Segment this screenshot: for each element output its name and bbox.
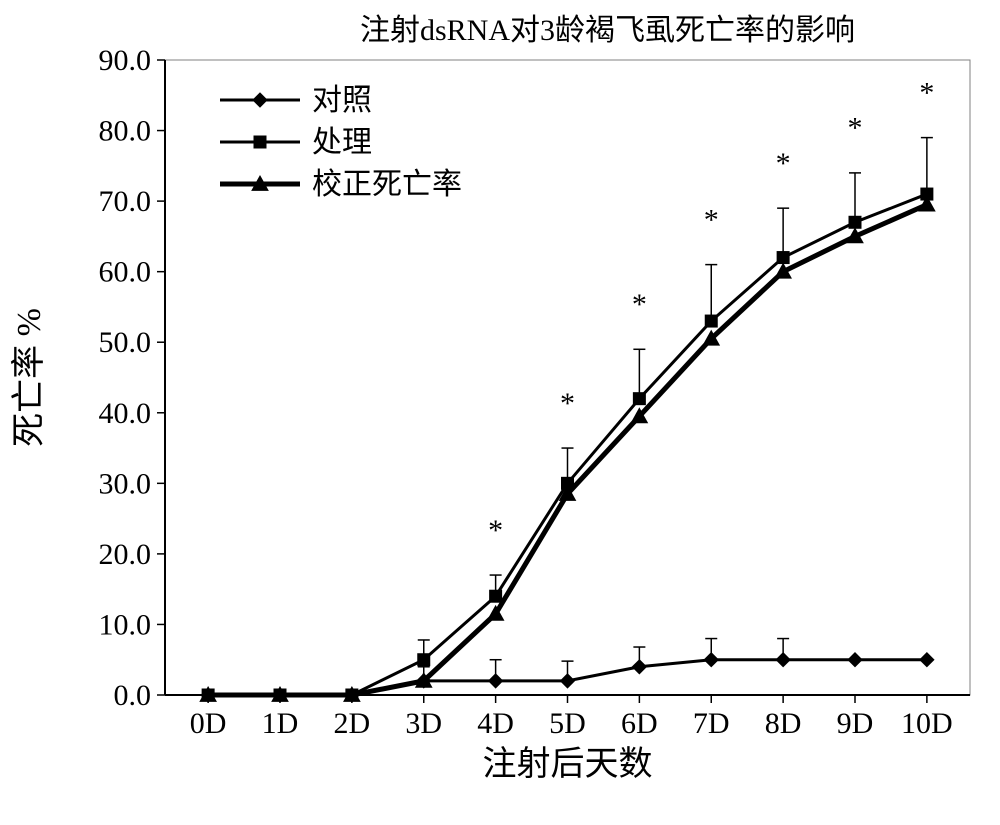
significance-marker: * <box>632 288 647 321</box>
significance-marker: * <box>704 203 719 236</box>
significance-marker: * <box>919 76 934 109</box>
diamond-marker <box>632 660 646 674</box>
chart-title: 注射dsRNA对3龄褐飞虱死亡率的影响 <box>360 14 855 47</box>
x-tick-label: 1D <box>262 707 299 740</box>
diamond-marker <box>704 653 718 667</box>
x-tick-label: 8D <box>765 707 802 740</box>
y-tick-label: 0.0 <box>114 679 152 712</box>
square-marker <box>633 393 645 405</box>
diamond-marker <box>848 653 862 667</box>
x-tick-label: 2D <box>334 707 371 740</box>
diamond-marker <box>253 93 267 107</box>
x-tick-label: 4D <box>477 707 514 740</box>
y-tick-label: 90.0 <box>99 44 152 77</box>
diamond-marker <box>489 674 503 688</box>
significance-marker: * <box>488 514 503 547</box>
square-marker <box>705 315 717 327</box>
square-marker <box>418 654 430 666</box>
legend-label: 校正死亡率 <box>312 168 462 201</box>
y-axis-label: 死亡率 % <box>10 308 48 447</box>
y-tick-label: 60.0 <box>99 256 152 289</box>
y-tick-label: 50.0 <box>99 326 152 359</box>
square-marker <box>777 252 789 264</box>
significance-marker: * <box>776 147 791 180</box>
legend-label: 对照 <box>312 84 372 117</box>
mortality-chart: 注射dsRNA对3龄褐飞虱死亡率的影响 0.0 10.0 20.0 30.0 40.0 50… <box>0 0 1000 825</box>
x-tick-label: 0D <box>190 707 227 740</box>
x-tick-label: 10D <box>901 707 953 740</box>
plot-area <box>165 60 970 695</box>
y-tick-label: 10.0 <box>99 608 152 641</box>
square-marker <box>849 216 861 228</box>
diamond-marker <box>776 653 790 667</box>
y-tick-label: 70.0 <box>99 185 152 218</box>
x-tick-label: 9D <box>837 707 874 740</box>
chart-container: 注射dsRNA对3龄褐飞虱死亡率的影响 0.0 10.0 20.0 30.0 40.0 50… <box>0 0 1000 825</box>
y-tick-label: 30.0 <box>99 467 152 500</box>
square-marker <box>490 590 502 602</box>
x-tick-label: 5D <box>549 707 586 740</box>
series-line <box>208 194 927 695</box>
x-axis-label: 注射后天数 <box>483 745 653 783</box>
significance-marker: * <box>848 112 863 145</box>
diamond-marker <box>561 674 575 688</box>
x-tick-label: 3D <box>405 707 442 740</box>
square-marker <box>254 136 266 148</box>
legend-label: 处理 <box>312 126 372 159</box>
y-tick-label: 20.0 <box>99 538 152 571</box>
x-tick-label: 6D <box>621 707 658 740</box>
x-tick-label: 7D <box>693 707 730 740</box>
diamond-marker <box>920 653 934 667</box>
y-tick-label: 80.0 <box>99 115 152 148</box>
significance-marker: * <box>560 387 575 420</box>
y-tick-label: 40.0 <box>99 397 152 430</box>
